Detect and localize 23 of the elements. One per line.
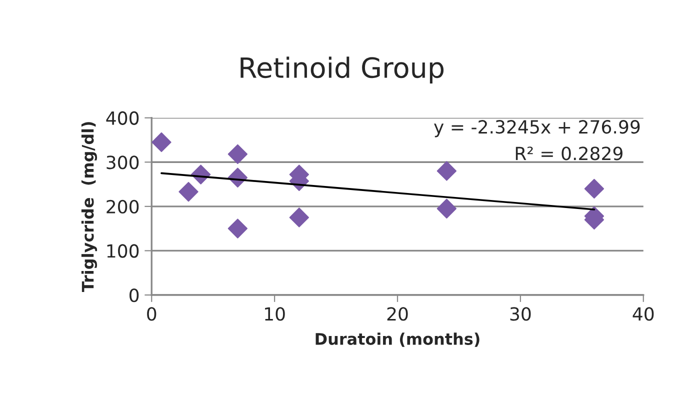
x-axis-title: Duratoin (months) bbox=[316, 332, 480, 347]
point bbox=[228, 144, 248, 164]
y-tick-label: 100 bbox=[107, 244, 139, 258]
point bbox=[228, 218, 248, 238]
y-tick-label: 200 bbox=[106, 200, 139, 214]
point bbox=[436, 198, 457, 218]
y-tick-label: 300 bbox=[106, 156, 139, 170]
x-tick-label: 30 bbox=[510, 307, 531, 321]
point bbox=[178, 182, 198, 202]
y-tick-label: 400 bbox=[106, 111, 139, 125]
y-tick-label: 0 bbox=[130, 288, 139, 302]
point bbox=[436, 161, 457, 181]
x-tick-label: 20 bbox=[387, 307, 408, 321]
x-tick-label: 0 bbox=[147, 307, 156, 321]
annotation: R² = 0.2829 bbox=[516, 146, 622, 160]
chart-title: Retinoid Group bbox=[240, 56, 444, 84]
point bbox=[584, 178, 604, 199]
x-tick-label: 40 bbox=[632, 307, 654, 321]
y-axis-title: Triglycride (mg/dl) bbox=[81, 122, 98, 292]
x-tick-label: 10 bbox=[265, 307, 285, 321]
annotation: y = -2.3245x + 276.99 bbox=[434, 120, 640, 138]
point bbox=[289, 208, 309, 228]
point bbox=[152, 132, 172, 152]
